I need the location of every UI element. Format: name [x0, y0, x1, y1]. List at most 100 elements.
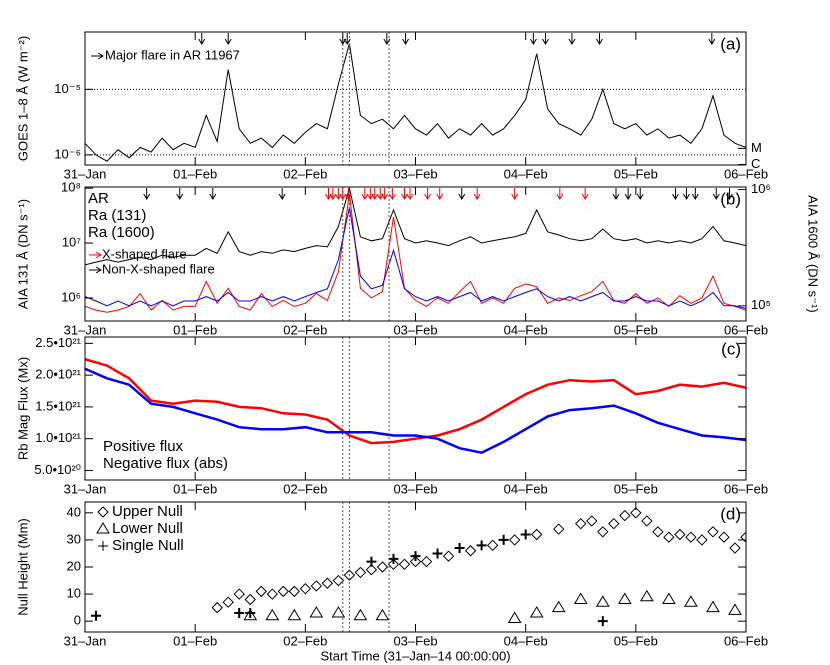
flare-arrow [325, 188, 332, 200]
point [354, 566, 367, 579]
legend-arrow [89, 266, 102, 274]
y-axis-label: Null Height (Mm) [15, 518, 30, 616]
flare-arrow [361, 188, 369, 200]
y-axis-label: Rb Mag Flux (Mx) [15, 357, 30, 460]
point [608, 517, 620, 530]
point [222, 596, 234, 608]
point [277, 585, 290, 598]
x-tick-label: 05–Feb [614, 166, 658, 181]
point [595, 595, 610, 607]
point [728, 603, 742, 615]
legend-label: Positive flux [103, 438, 184, 455]
y-tick-label: 40 [67, 504, 81, 519]
point [321, 577, 334, 589]
panel-frame [84, 336, 747, 481]
point [245, 608, 256, 619]
series-line [85, 357, 746, 445]
point [420, 555, 433, 568]
point [255, 585, 267, 598]
point [299, 582, 312, 595]
y-tick-label: 2.0•10²¹ [35, 367, 81, 382]
point [586, 515, 598, 527]
x-tick-label: 05–Feb [614, 322, 658, 337]
point [464, 545, 477, 557]
flare-arrow [176, 188, 184, 200]
y-tick-label: 10⁷ [62, 234, 81, 249]
flare-arrow [329, 188, 337, 200]
x-tick-label: 31–Jan [64, 633, 107, 648]
point [707, 526, 719, 538]
legend-arrow [91, 52, 104, 60]
point [630, 507, 642, 519]
point [685, 531, 697, 543]
point [661, 592, 676, 604]
flare-arrow [708, 33, 716, 45]
x-tick-label: 02–Feb [283, 166, 327, 181]
point [696, 534, 708, 546]
point [674, 528, 686, 541]
x-tick-label: 04–Feb [504, 322, 548, 337]
y2-tick-label: 10⁶ [751, 181, 771, 196]
legend-arrow [89, 251, 102, 259]
point [410, 551, 421, 562]
legend-label: Ra (1600) [88, 224, 155, 241]
legend-marker [98, 541, 108, 551]
flare-arrow [568, 33, 576, 45]
x-tick-label: 03–Feb [393, 166, 437, 181]
flare-arrow [209, 188, 217, 200]
point [409, 555, 422, 568]
point [234, 608, 245, 619]
flare-arrow [511, 188, 519, 200]
y2-tick-label: 10⁵ [751, 297, 771, 312]
flare-arrow [672, 188, 679, 200]
point [553, 523, 565, 535]
point [573, 592, 588, 604]
y-axis-label: GOES 1–8 Å (W m⁻²) [15, 36, 30, 161]
legend-label: Lower Null [112, 520, 183, 537]
flare-arrow [636, 188, 644, 200]
y2-axis-label: AIA 1600 Å (DN s⁻¹) [806, 195, 821, 312]
x-tick-label: 04–Feb [504, 166, 548, 181]
flare-arrow [198, 33, 206, 45]
legend-label: AR [88, 190, 109, 207]
y-tick-label: 1.5•10²¹ [35, 398, 81, 413]
point [619, 509, 631, 522]
y-tick-label: 0 [74, 613, 81, 628]
x-tick-label: 02–Feb [283, 481, 327, 496]
x-tick-label: 02–Feb [283, 322, 327, 337]
x-tick-label: 05–Feb [614, 633, 658, 648]
x-tick-label: 01–Feb [173, 166, 217, 181]
flare-arrow [612, 188, 620, 200]
point [529, 606, 544, 618]
point [332, 574, 345, 587]
flare-arrow [402, 33, 410, 45]
x-tick-label: 06–Feb [724, 481, 768, 496]
y-tick-label: 2.5•10²¹ [35, 335, 81, 350]
panel-frame [84, 31, 747, 166]
panel [91, 507, 746, 627]
flare-arrow [224, 33, 232, 45]
flare-arrow [406, 188, 414, 200]
legend-label: Negative flux (abs) [103, 455, 228, 472]
flare-arrow [424, 188, 432, 200]
flare-arrow [388, 188, 396, 200]
point [375, 608, 390, 621]
point [718, 531, 730, 543]
series-line [85, 43, 746, 162]
point [706, 600, 720, 613]
point [376, 561, 389, 573]
panel-label: (b) [720, 189, 741, 208]
flare-arrow [581, 188, 589, 200]
point [617, 592, 632, 604]
panel [85, 43, 746, 162]
point [476, 540, 487, 551]
point [353, 608, 368, 621]
y2-tick-label: C [751, 156, 760, 171]
series-line [85, 207, 746, 309]
y-tick-label: 20 [67, 558, 81, 573]
flare-arrow [542, 33, 549, 45]
x-tick-label: 01–Feb [173, 633, 217, 648]
point [530, 528, 543, 541]
flare-arrow [436, 188, 444, 200]
